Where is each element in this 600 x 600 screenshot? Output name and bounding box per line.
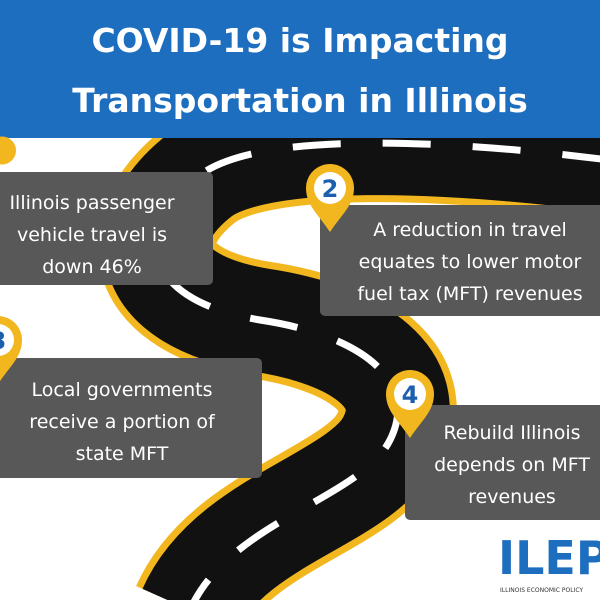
pin-number: 3 (0, 327, 6, 355)
logo-tagline: ILLINOIS ECONOMIC POLICY (500, 587, 583, 594)
title-line: Transportation in Illinois (72, 81, 528, 120)
callout-box (0, 172, 213, 285)
callout: 3 Local governments receive a portion of… (0, 316, 262, 478)
pin-circle (394, 378, 426, 410)
header-band (0, 0, 600, 138)
callout-text: Rebuild Illinois (443, 422, 580, 444)
callout-text: Local governments (31, 379, 212, 401)
callout: Illinois passenger vehicle travel is dow… (0, 136, 213, 285)
callout: 4 Rebuild Illinois depends on MFT revenu… (386, 370, 600, 520)
pin (0, 136, 16, 165)
callout-text: revenues (468, 486, 556, 508)
pin-number: 2 (322, 175, 339, 203)
callout-text: Illinois passenger (9, 192, 174, 214)
callout-text: equates to lower motor (359, 251, 582, 273)
callout: 2 A reduction in travel equates to lower… (306, 164, 600, 316)
callout-box (320, 205, 600, 316)
pin-circle (0, 324, 14, 356)
callout-text: vehicle travel is (17, 224, 167, 246)
callout-text: down 46% (42, 256, 142, 278)
callout-text: receive a portion of (29, 411, 216, 433)
title-line: COVID-19 is Impacting (91, 21, 508, 60)
logo-name: ILEP (498, 531, 600, 585)
pin-circle (314, 172, 346, 204)
callout-box (0, 358, 262, 478)
callout-box (405, 405, 600, 520)
road (97, 84, 600, 600)
callout-text: depends on MFT (434, 454, 590, 476)
callout-text: A reduction in travel (373, 219, 567, 241)
callout-text: state MFT (76, 443, 169, 465)
callout-text: fuel tax (MFT) revenues (357, 283, 582, 305)
pin-number: 4 (402, 381, 419, 409)
